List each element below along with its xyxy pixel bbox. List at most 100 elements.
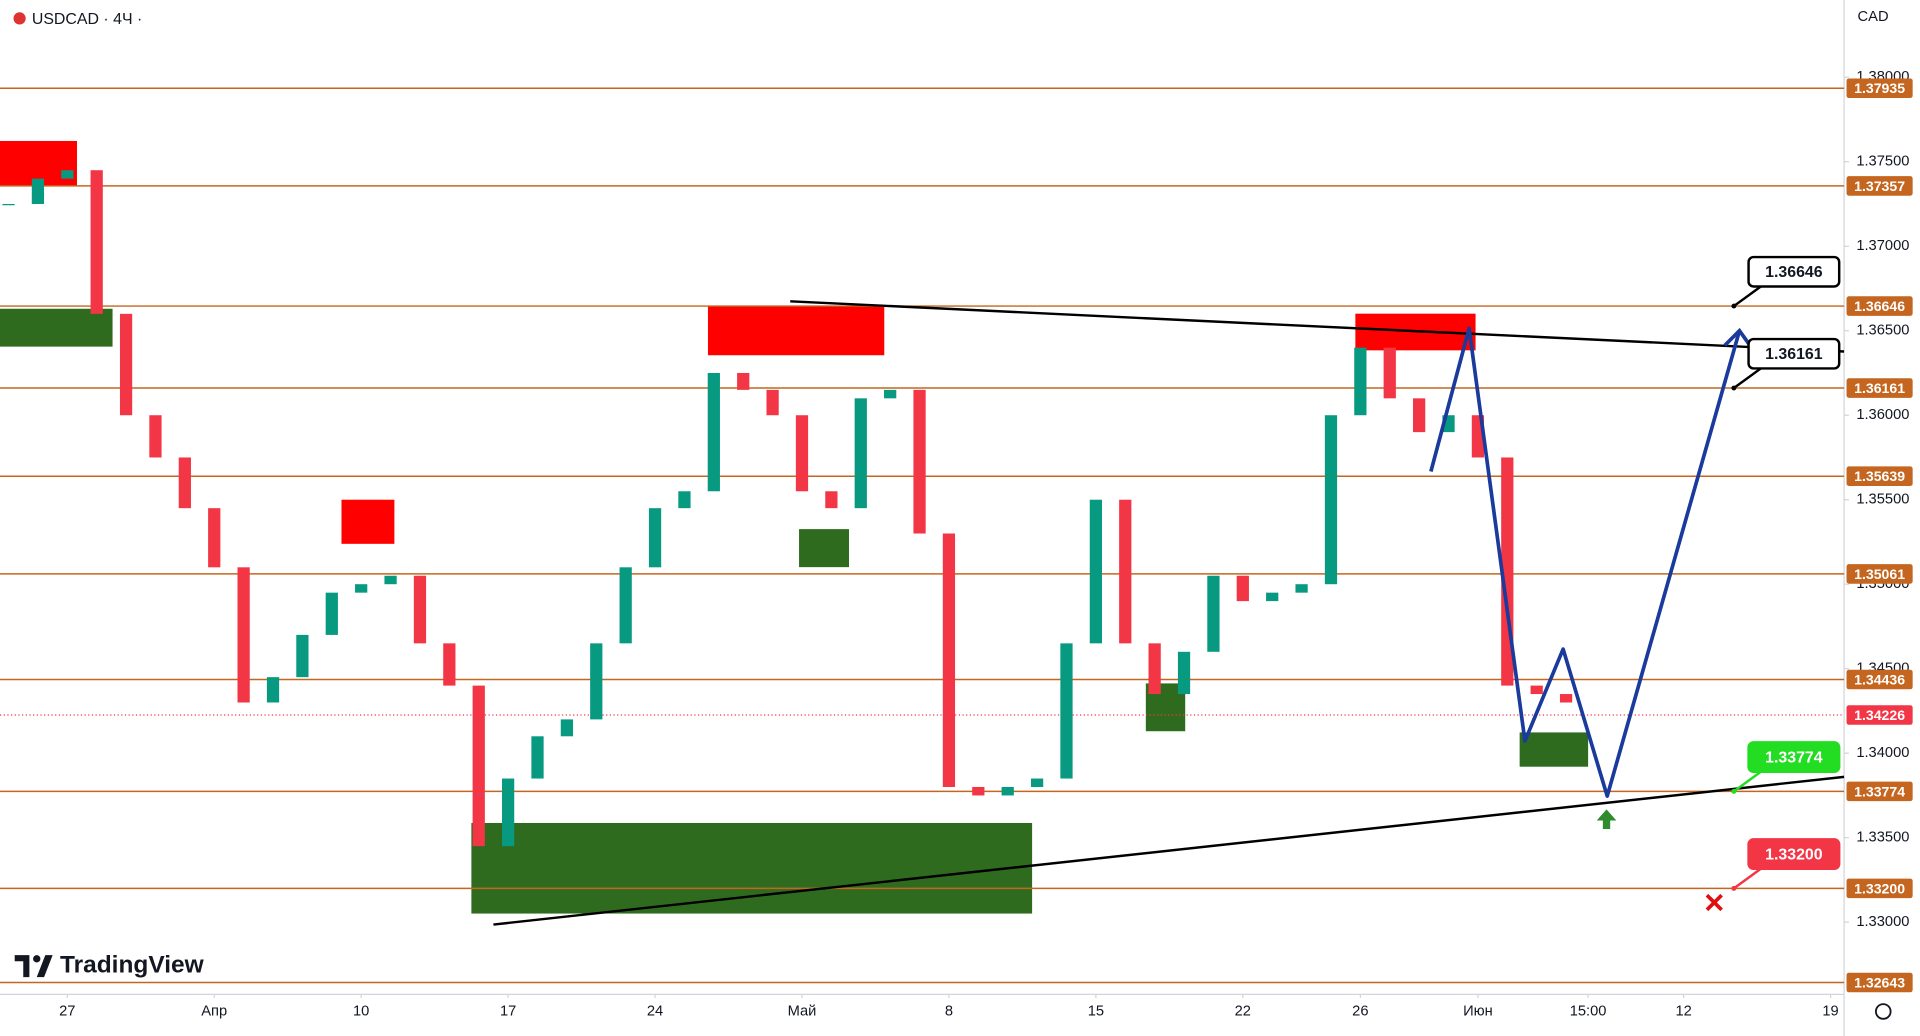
candle	[1354, 347, 1367, 416]
level-label: 1.32643	[1854, 974, 1905, 990]
logo: TradingView	[14, 952, 205, 979]
candle	[972, 786, 985, 796]
candle	[1413, 398, 1426, 433]
zone	[341, 499, 395, 544]
candle	[149, 415, 162, 458]
level-label-box	[1846, 781, 1913, 802]
candle	[884, 389, 897, 399]
zone	[0, 308, 113, 347]
candle	[766, 389, 779, 416]
level-label: 1.33200	[1854, 880, 1905, 896]
trend-line	[790, 300, 1845, 353]
x-tick-label: Июн	[1463, 1003, 1493, 1019]
level-label-box	[1846, 466, 1913, 487]
candle	[560, 719, 574, 737]
callout-box	[1747, 741, 1841, 774]
candle	[648, 508, 662, 568]
candle	[384, 575, 397, 585]
y-tick-label: 1.33500	[1856, 830, 1909, 846]
candle	[1295, 584, 1308, 593]
y-tick-label: 1.37500	[1856, 154, 1909, 170]
level-label: 1.34436	[1854, 671, 1905, 687]
candle	[913, 389, 926, 534]
callout-pointer	[1733, 867, 1762, 890]
x-tick-label: 8	[945, 1003, 953, 1019]
candle	[1383, 347, 1396, 399]
brand: TradingView	[60, 952, 205, 979]
candle	[795, 415, 809, 492]
callout-pointer	[1733, 367, 1762, 390]
level-label: 1.36646	[1854, 298, 1905, 314]
x-tick-label: 19	[1822, 1003, 1838, 1019]
candle	[472, 685, 485, 847]
callout-label: 1.36161	[1765, 346, 1823, 363]
y-tick-label: 1.36000	[1856, 407, 1909, 423]
level-label-box	[1846, 296, 1913, 316]
candle	[1119, 499, 1132, 644]
flag-icon	[13, 12, 26, 25]
logo-mark	[33, 955, 41, 963]
candle	[443, 643, 456, 686]
level-label-box	[1846, 378, 1913, 398]
zone	[1519, 732, 1589, 767]
callout-anchor	[1731, 303, 1737, 309]
y-tick-label: 1.34000	[1856, 745, 1909, 761]
x-tick-label: 15:00	[1570, 1003, 1607, 1019]
candle	[1207, 575, 1220, 652]
candle	[355, 584, 368, 593]
x-tick-label: 15	[1088, 1003, 1104, 1019]
candle	[590, 643, 603, 720]
level-label-box	[1846, 176, 1913, 196]
candle	[413, 575, 427, 644]
candle	[737, 372, 750, 390]
settings-icon[interactable]	[1875, 1003, 1892, 1020]
candle	[266, 677, 280, 703]
logo-mark	[14, 955, 30, 978]
logo-mark	[36, 955, 53, 978]
callout-label: 1.33200	[1765, 847, 1823, 864]
current-price-label: 1.34226	[1854, 707, 1905, 723]
up-arrow-icon	[1596, 809, 1617, 830]
trend-line	[493, 775, 1845, 926]
current-price-box	[1846, 705, 1913, 725]
callout-box	[1747, 337, 1841, 370]
level-label: 1.36161	[1854, 380, 1905, 396]
symbol-title: USDCAD · 4Ч ·	[32, 11, 142, 28]
y-tick-label: 1.37000	[1856, 238, 1909, 254]
candle	[1030, 778, 1044, 787]
callout-pointer	[1733, 285, 1762, 308]
level-label: 1.35061	[1854, 566, 1905, 582]
currency: CAD	[1858, 9, 1889, 25]
callout-label: 1.33774	[1765, 750, 1823, 767]
callout-anchor	[1731, 385, 1737, 391]
candle	[1060, 643, 1073, 779]
callout-pointer	[1733, 770, 1762, 793]
candle	[2, 204, 15, 206]
candle	[90, 170, 103, 314]
candle	[119, 313, 133, 416]
candle	[1089, 499, 1102, 644]
x-tick-label: 12	[1675, 1003, 1691, 1019]
x-tick-label: 24	[647, 1003, 663, 1019]
candle	[208, 508, 221, 568]
callout-box	[1747, 255, 1841, 288]
candle	[501, 778, 515, 847]
level-label-box	[1846, 564, 1913, 584]
candle	[325, 592, 338, 635]
cross-icon	[1705, 893, 1723, 912]
callout-box	[1747, 838, 1841, 871]
level-label-box	[1846, 878, 1913, 899]
candle	[1001, 786, 1014, 796]
callout-anchor	[1731, 788, 1737, 794]
candle	[825, 491, 838, 509]
x-tick-label: 10	[353, 1003, 369, 1019]
level-label-box	[1846, 669, 1913, 690]
level-label: 1.35639	[1854, 468, 1905, 484]
candle	[1266, 592, 1279, 602]
candle	[678, 491, 691, 509]
y-tick-label: 1.35500	[1856, 492, 1909, 508]
y-tick-label: 1.36500	[1856, 323, 1909, 339]
candle	[531, 736, 544, 779]
